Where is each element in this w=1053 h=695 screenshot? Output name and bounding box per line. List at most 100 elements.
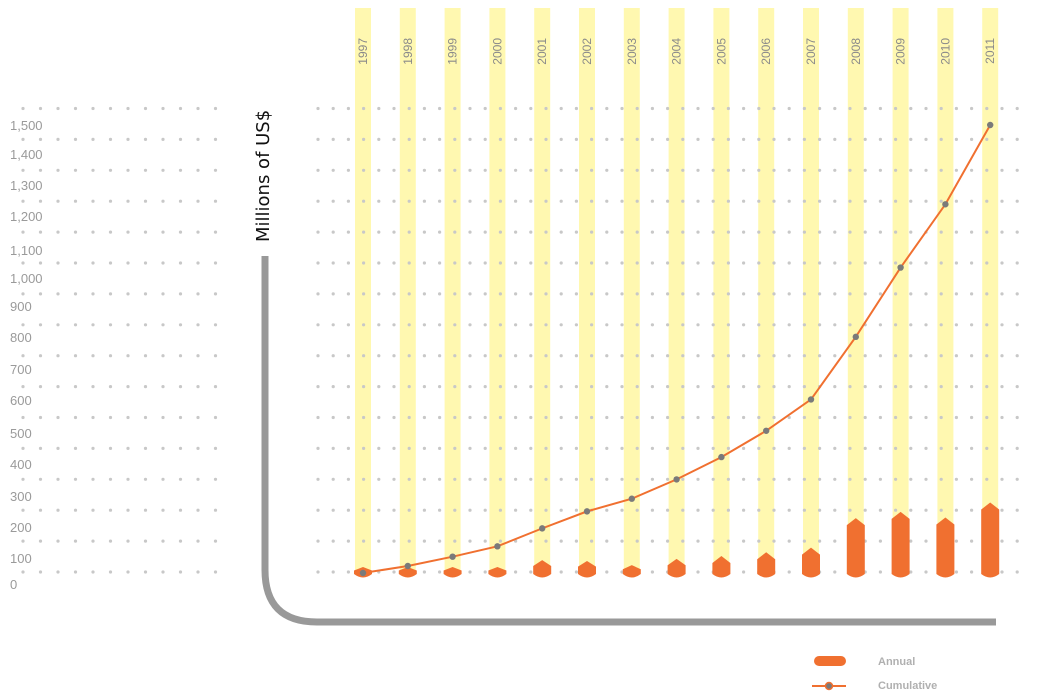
grid-dot (126, 292, 130, 296)
grid-dot (143, 415, 148, 420)
grid-dot (213, 199, 218, 203)
cumulative-point (359, 569, 367, 577)
grid-dot (21, 477, 25, 481)
grid-dot (726, 261, 731, 265)
grid-dot (909, 415, 913, 420)
grid-dot (73, 230, 78, 234)
grid-dot (666, 446, 670, 450)
grid-dot (954, 137, 959, 141)
grid-dot (757, 539, 761, 543)
grid-dot (939, 323, 943, 327)
cumulative-point (897, 264, 904, 271)
grid-dot (21, 354, 25, 358)
grid-dot (377, 199, 381, 203)
grid-dot (696, 385, 700, 389)
grid-dot (909, 385, 913, 389)
grid-dot (196, 446, 200, 450)
grid-dot (909, 323, 913, 327)
grid-dot (56, 477, 60, 481)
column-band (444, 8, 461, 574)
grid-dot (91, 323, 95, 327)
grid-dot (529, 354, 533, 358)
grid-dot (954, 508, 959, 512)
grid-dot (529, 199, 533, 203)
grid-dot (108, 137, 113, 141)
grid-dot (605, 508, 609, 512)
grid-dot (143, 570, 148, 574)
axis-curve (261, 256, 996, 626)
grid-dot (544, 508, 548, 512)
grid-dot (985, 106, 989, 111)
grid-dot (178, 261, 183, 265)
grid-dot (407, 385, 411, 389)
annual-bar (891, 511, 910, 578)
grid-dot (985, 385, 989, 389)
grid-dot (757, 323, 761, 327)
grid-dot (650, 199, 655, 203)
grid-dot (590, 261, 594, 265)
grid-dot (544, 354, 548, 358)
grid-dot (757, 292, 761, 296)
grid-dot (863, 354, 867, 358)
grid-dot (143, 292, 148, 296)
grid-dot (1000, 477, 1004, 481)
grid-dot (863, 508, 867, 512)
grid-dot (38, 199, 43, 203)
grid-dot (1015, 508, 1019, 512)
grid-dot (161, 323, 165, 327)
grid-dot (802, 446, 807, 450)
grid-dot (483, 230, 487, 234)
y-tick-label: 1,100 (10, 243, 43, 258)
grid-dot (544, 477, 548, 481)
cumulative-point (583, 508, 591, 515)
grid-dot (21, 385, 25, 389)
grid-dot (696, 199, 700, 203)
grid-dot (650, 106, 655, 111)
grid-dot (331, 539, 335, 543)
grid-dot (453, 106, 457, 111)
grid-dot (848, 477, 852, 481)
grid-dot (939, 446, 943, 450)
grid-dot (787, 570, 791, 574)
grid-dot (422, 106, 426, 111)
column-band (758, 8, 775, 574)
grid-dot (56, 199, 60, 203)
grid-dot (696, 292, 700, 296)
grid-dot (696, 415, 700, 420)
grid-dot (468, 508, 472, 512)
grid-dot (711, 415, 715, 420)
grid-dot (438, 570, 442, 574)
grid-dot (726, 385, 731, 389)
grid-dot (954, 570, 959, 574)
grid-dot (38, 446, 43, 450)
grid-dot (529, 261, 533, 265)
grid-dot (605, 415, 609, 420)
y-tick-label: 500 (10, 426, 32, 441)
grid-dot (407, 230, 411, 234)
grid-dot (331, 385, 335, 389)
x-tick-label: 2006 (759, 38, 773, 65)
y-tick-label: 0 (10, 577, 17, 592)
grid-dot (213, 446, 218, 450)
grid-dot (126, 446, 130, 450)
y-tick-label: 800 (10, 330, 32, 345)
grid-dot (681, 354, 685, 358)
grid-dot (38, 137, 43, 141)
grid-dot (574, 477, 579, 481)
grid-dot (970, 539, 974, 543)
grid-dot (590, 106, 594, 111)
grid-dot (559, 539, 563, 543)
grid-dot (696, 106, 700, 111)
grid-dot (213, 385, 218, 389)
grid-dot (468, 323, 472, 327)
grid-dot (126, 230, 130, 234)
grid-dot (316, 168, 320, 172)
grid-dot (620, 168, 624, 172)
grid-dot (422, 137, 426, 141)
grid-dot (574, 385, 579, 389)
cumulative-point (807, 396, 815, 403)
grid-dot (909, 477, 913, 481)
grid-dot (362, 415, 366, 420)
grid-dot (605, 354, 609, 358)
grid-dot (696, 354, 700, 358)
